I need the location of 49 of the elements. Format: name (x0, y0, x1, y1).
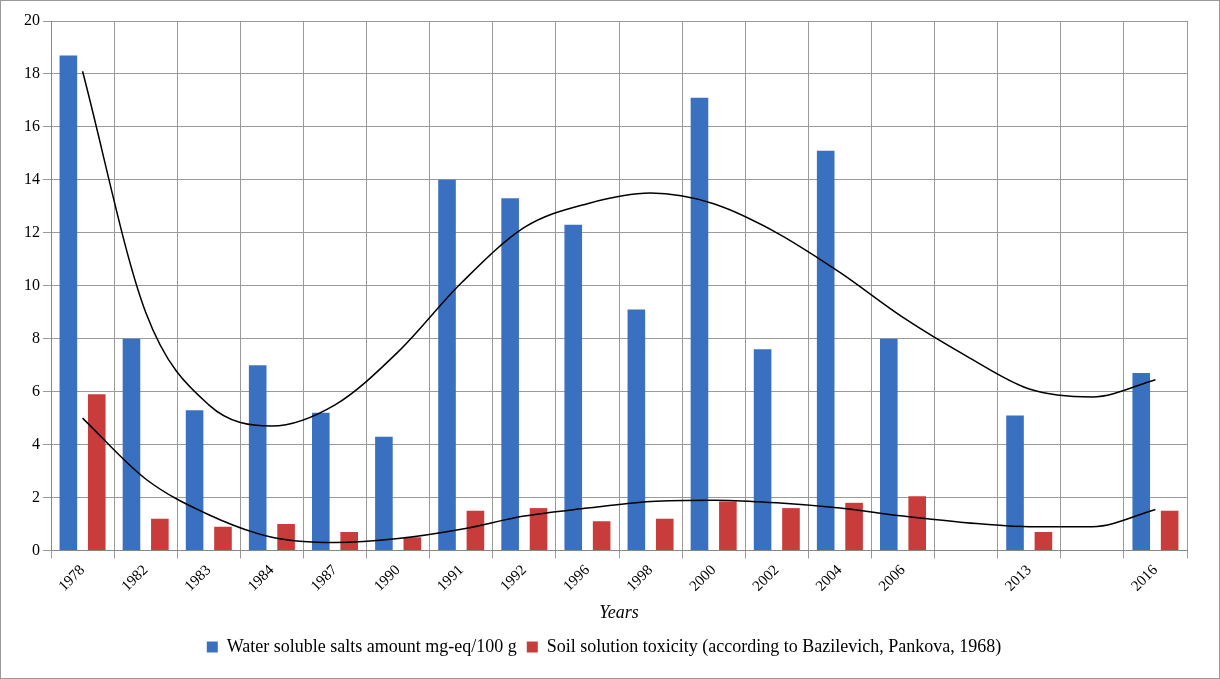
bar (151, 518, 169, 550)
bar (277, 523, 295, 550)
bar (59, 55, 78, 550)
bar (782, 508, 800, 550)
bar (312, 412, 330, 550)
y-tick-label: 6 (32, 381, 40, 399)
legend-label: Soil solution toxicity (according to Bazilevich, Pankova, 1968) (546, 635, 1002, 657)
y-tick-label: 10 (24, 275, 40, 293)
bar (501, 198, 519, 550)
bar (340, 531, 358, 550)
bar (816, 150, 835, 550)
bar (1034, 531, 1053, 550)
x-tick-label: 1991 (433, 561, 467, 594)
bar (1006, 415, 1024, 550)
y-tick-label: 12 (24, 222, 40, 240)
y-tick-label: 4 (32, 434, 40, 452)
y-tick-label: 0 (32, 540, 40, 558)
bar (248, 365, 267, 550)
y-tick-label: 2 (32, 487, 40, 505)
bar (87, 394, 106, 550)
bar (185, 410, 204, 550)
y-tick-label: 16 (24, 117, 40, 135)
legend-label: Water soluble salts amount mg-eq/100 g (226, 635, 517, 656)
bar (880, 338, 898, 550)
bar (214, 526, 232, 550)
bar (627, 309, 646, 550)
bar (438, 179, 456, 550)
bar (122, 338, 141, 550)
line-series (81, 70, 1157, 427)
bar (719, 501, 737, 550)
bar (564, 224, 583, 550)
bar (375, 436, 393, 550)
bar (1160, 510, 1179, 550)
bar (845, 502, 863, 550)
y-tick-label: 18 (24, 64, 40, 82)
bar (529, 508, 548, 550)
bar (655, 518, 674, 550)
line-series (81, 417, 1157, 544)
bar (403, 537, 422, 550)
bar (466, 510, 485, 550)
y-tick-label: 14 (24, 170, 40, 188)
x-axis-title: Years (599, 601, 639, 622)
bar (690, 97, 709, 550)
bar (908, 496, 926, 550)
bar (1132, 373, 1151, 550)
bar (592, 521, 611, 550)
y-tick-label: 20 (24, 11, 40, 29)
bar (753, 349, 772, 550)
y-tick-label: 8 (32, 328, 40, 346)
